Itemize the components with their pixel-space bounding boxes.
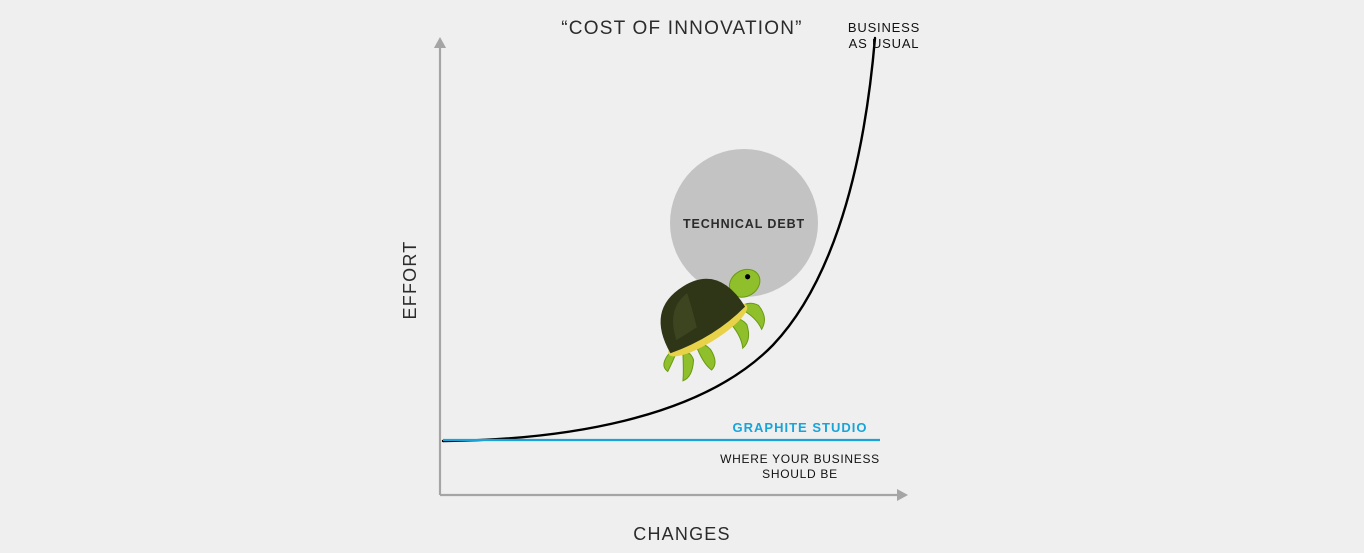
business-as-usual-label-line2: AS USUAL — [849, 36, 920, 51]
background — [0, 0, 1364, 553]
x-axis-label: CHANGES — [633, 524, 730, 544]
chart-title: “COST OF INNOVATION” — [561, 18, 802, 39]
where-business-label-line2: SHOULD BE — [762, 467, 838, 481]
where-business-label-line1: WHERE YOUR BUSINESS — [720, 452, 880, 466]
diagram-svg: “COST OF INNOVATION” CHANGES EFFORT BUSI… — [0, 0, 1364, 553]
technical-debt-label: TECHNICAL DEBT — [683, 217, 805, 231]
graphite-studio-label: GRAPHITE STUDIO — [733, 420, 868, 435]
diagram-canvas: “COST OF INNOVATION” CHANGES EFFORT BUSI… — [0, 0, 1364, 553]
y-axis-label: EFFORT — [400, 241, 420, 320]
business-as-usual-label-line1: BUSINESS — [848, 20, 920, 35]
